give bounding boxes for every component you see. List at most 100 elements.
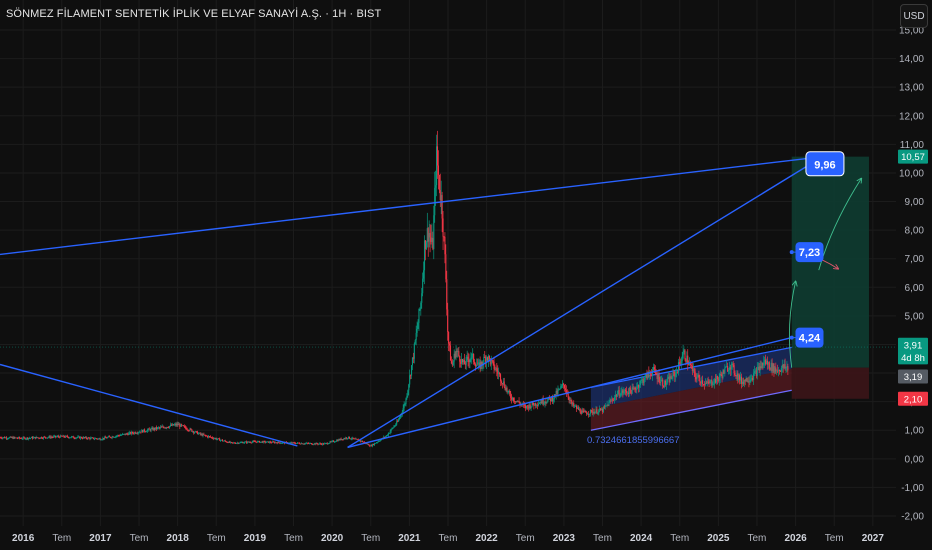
candle-body bbox=[60, 435, 62, 437]
candle-body bbox=[370, 445, 372, 447]
candle-body bbox=[556, 390, 558, 394]
price-callouts[interactable]: 9,96 7,23 4,24 0.7324661855996667 bbox=[587, 151, 845, 446]
candle-body bbox=[581, 410, 583, 414]
candle-body bbox=[34, 437, 36, 439]
candle-body bbox=[652, 367, 655, 371]
candle-body bbox=[613, 399, 615, 401]
candle-body bbox=[214, 438, 216, 440]
candle-body bbox=[212, 438, 214, 439]
candle-body bbox=[360, 440, 363, 442]
candle-body bbox=[453, 353, 455, 362]
candle-body bbox=[575, 405, 577, 407]
candle-body bbox=[509, 391, 511, 395]
candle-body bbox=[89, 437, 91, 439]
candle-body bbox=[784, 364, 786, 369]
candle-body bbox=[401, 411, 403, 414]
candle-body bbox=[433, 215, 435, 250]
candle-body bbox=[344, 438, 346, 440]
candle-body bbox=[730, 363, 732, 370]
candle-body bbox=[605, 405, 607, 407]
candle-body bbox=[375, 442, 377, 444]
candle-body bbox=[727, 365, 729, 372]
candle-body bbox=[274, 442, 276, 444]
candle-body bbox=[417, 322, 419, 329]
candle-body bbox=[728, 367, 731, 371]
candle-body bbox=[37, 437, 39, 439]
callout-anchor bbox=[789, 250, 794, 255]
candle-body bbox=[87, 437, 89, 439]
candle-body bbox=[418, 308, 420, 323]
candle-body bbox=[537, 405, 539, 406]
candle-body bbox=[689, 363, 692, 365]
candle-body bbox=[511, 397, 513, 400]
candle-body bbox=[218, 438, 220, 440]
candle-body bbox=[748, 381, 750, 383]
candle-body bbox=[646, 373, 648, 379]
candle-body bbox=[2, 437, 4, 439]
trendlines[interactable] bbox=[0, 155, 823, 449]
candle-body bbox=[8, 437, 10, 439]
candle-body bbox=[532, 402, 534, 405]
candle-body bbox=[499, 373, 501, 375]
candle-body bbox=[200, 433, 202, 435]
candle-body bbox=[772, 363, 774, 372]
candle-body bbox=[718, 377, 720, 381]
candle-body bbox=[134, 432, 136, 434]
candle-body bbox=[429, 232, 431, 238]
candle-body bbox=[250, 442, 252, 444]
candle-body bbox=[580, 412, 582, 414]
candle-body bbox=[584, 411, 586, 412]
candle-body bbox=[220, 439, 223, 441]
candle-body bbox=[405, 398, 407, 405]
candle-body bbox=[75, 437, 77, 439]
candle-body bbox=[465, 357, 467, 365]
candle-body bbox=[733, 365, 735, 374]
candle-body bbox=[102, 438, 104, 440]
risk-reward-zones bbox=[0, 156, 896, 399]
candle-body bbox=[116, 435, 118, 437]
candle-body bbox=[450, 360, 452, 364]
candle-body bbox=[536, 405, 538, 406]
candle-body bbox=[568, 397, 570, 401]
y-axis[interactable]: 15,00 14,00 13,00 12,00 11,00 10,00 9,00 8,00 7,… bbox=[899, 26, 924, 523]
candle-body bbox=[325, 443, 327, 444]
candle-body bbox=[782, 364, 784, 368]
candle-body bbox=[124, 433, 126, 435]
candle-body bbox=[289, 442, 291, 444]
candle-body bbox=[159, 426, 161, 428]
candle-body bbox=[765, 360, 768, 365]
candle-body bbox=[740, 376, 743, 384]
candle-body bbox=[396, 421, 398, 425]
candle-body bbox=[724, 368, 726, 374]
candle-body bbox=[673, 372, 675, 374]
candle-body bbox=[670, 376, 672, 379]
candle-body bbox=[675, 372, 677, 377]
candle-body bbox=[59, 435, 61, 438]
candle-body bbox=[40, 437, 42, 439]
candle-body bbox=[644, 375, 646, 381]
candle-body bbox=[104, 437, 106, 439]
candle-body bbox=[229, 441, 231, 443]
candle-body bbox=[0, 437, 1, 439]
candle-body bbox=[398, 417, 401, 420]
candle-body bbox=[528, 404, 530, 409]
candle-body bbox=[208, 436, 210, 438]
candle-body bbox=[170, 424, 173, 426]
x-axis[interactable]: 2016 Tem 2017 Tem 2018 Tem 2019 Tem 2020 Tem 2021 T… bbox=[12, 533, 884, 544]
candle-body bbox=[423, 240, 426, 271]
currency-button[interactable]: USD bbox=[900, 4, 928, 28]
candle-body bbox=[126, 433, 128, 435]
candle-body bbox=[331, 441, 333, 442]
candle-body bbox=[254, 441, 256, 443]
candle-body bbox=[626, 391, 628, 393]
candle-body bbox=[457, 351, 459, 353]
candle-body bbox=[93, 437, 95, 439]
candle-body bbox=[303, 443, 305, 445]
candle-body bbox=[230, 442, 232, 443]
price-badge bbox=[898, 149, 928, 164]
candle-body bbox=[309, 443, 312, 444]
candle-body bbox=[36, 436, 38, 438]
candle-body bbox=[430, 237, 432, 242]
candle-body bbox=[603, 406, 605, 408]
